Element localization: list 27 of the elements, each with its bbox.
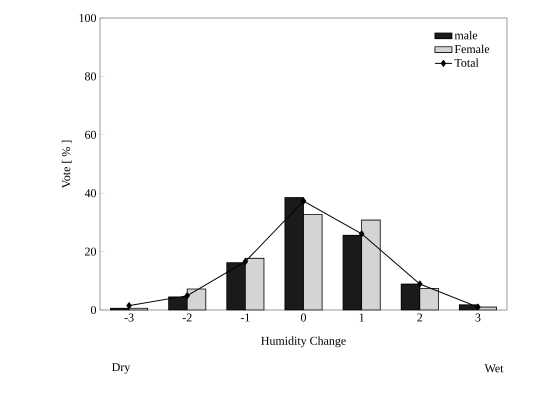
x-tick-label: 3 xyxy=(476,314,480,322)
x-tick-label: 0 xyxy=(300,314,306,322)
x-tick-label: -1 xyxy=(240,314,250,322)
text: Dry xyxy=(112,363,130,374)
y-tick-label: 100 xyxy=(80,14,96,22)
legend-label: Total xyxy=(454,58,479,67)
point xyxy=(184,292,190,300)
x-tick-label: 2 xyxy=(417,314,422,322)
point xyxy=(126,302,132,310)
text: Wet xyxy=(484,364,504,372)
point xyxy=(417,280,423,288)
y-axis-title: Vote [ % ] xyxy=(62,140,72,188)
point xyxy=(475,304,481,311)
y-tick-label: 20 xyxy=(85,248,96,256)
point xyxy=(300,198,306,205)
x-tick-label: -3 xyxy=(124,314,134,322)
y-tick-label: 40 xyxy=(84,189,96,198)
x-tick-label: 1 xyxy=(360,314,364,322)
legend-label: Female xyxy=(454,44,490,54)
x-tick-label: -2 xyxy=(182,314,192,322)
y-tick-label: 0 xyxy=(90,306,96,314)
y-tick-label: 80 xyxy=(84,72,96,80)
x-axis-title: Humidity Change xyxy=(261,336,346,348)
point xyxy=(358,230,364,238)
legend-label: male xyxy=(454,30,478,40)
point xyxy=(242,258,248,266)
y-tick-label: 60 xyxy=(85,130,96,139)
